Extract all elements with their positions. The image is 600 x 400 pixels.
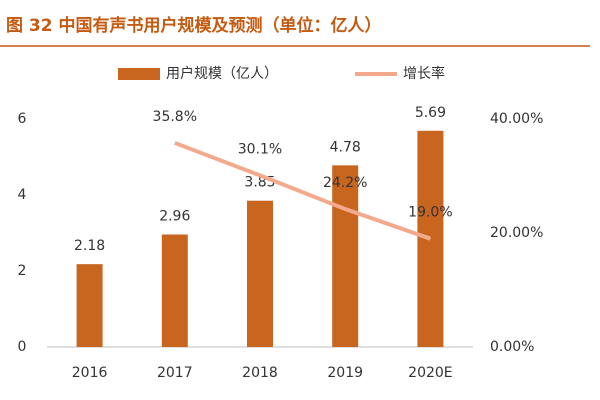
bar-value-label: 2.96 (159, 209, 190, 225)
bar-value-label: 5.69 (415, 105, 446, 121)
bar (332, 165, 359, 347)
bar-value-label: 2.18 (74, 238, 105, 254)
y-tick-label: 4 (18, 187, 27, 203)
y-tick-label: 0 (18, 339, 27, 355)
x-tick-label: 2020E (408, 365, 452, 381)
bar (161, 234, 188, 347)
y2-tick-label: 40.00% (490, 111, 543, 127)
legend-swatch (118, 68, 160, 80)
bar (417, 130, 444, 347)
x-tick-label: 2019 (327, 365, 363, 381)
legend-label: 用户规模（亿人） (166, 65, 278, 82)
y-tick-label: 2 (18, 263, 27, 279)
line-value-label: 24.2% (323, 175, 367, 191)
y-tick-label: 6 (18, 111, 27, 127)
line-value-label: 35.8% (153, 109, 197, 125)
line-value-label: 19.0% (408, 205, 452, 221)
x-tick-label: 2018 (242, 365, 278, 381)
y2-tick-label: 0.00% (490, 339, 534, 355)
bar-value-label: 4.78 (330, 139, 361, 155)
bar (76, 264, 103, 347)
bar (247, 200, 273, 347)
line (174, 141, 432, 241)
legend-label: 增长率 (403, 65, 445, 82)
x-tick-label: 2017 (157, 365, 193, 381)
chart-title: 图 32 中国有声书用户规模及预测（单位：亿人） (6, 15, 382, 36)
line-value-label: 30.1% (238, 141, 282, 157)
x-tick-label: 2016 (72, 365, 108, 381)
y2-tick-label: 20.00% (490, 225, 543, 241)
